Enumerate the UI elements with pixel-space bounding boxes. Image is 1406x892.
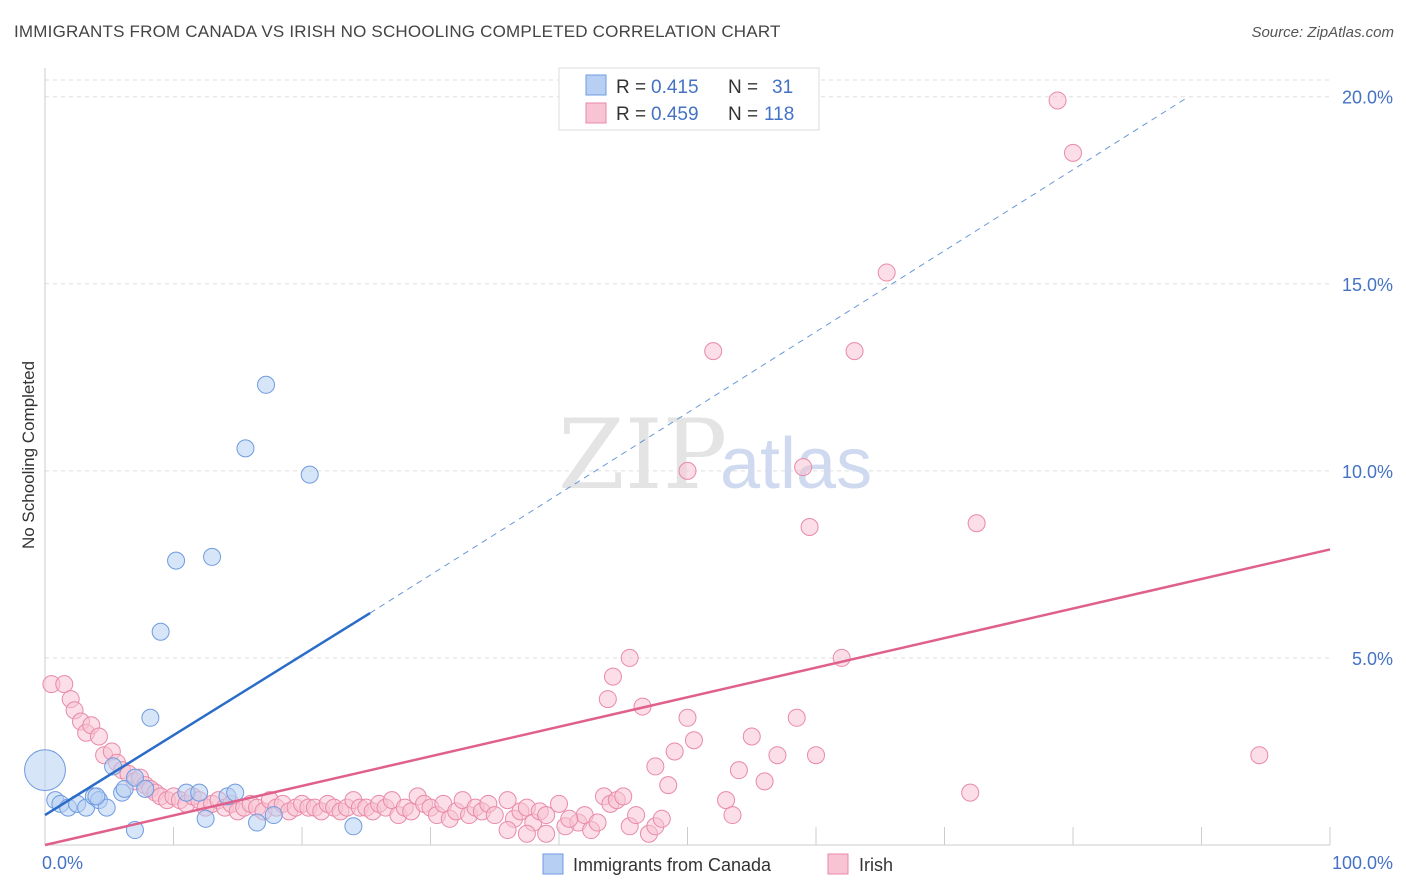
irish-point (485, 806, 504, 825)
source-label: Source: ZipAtlas.com (1251, 24, 1394, 41)
irish-point (1250, 746, 1269, 765)
chart-title: IMMIGRANTS FROM CANADA VS IRISH NO SCHOO… (14, 22, 781, 41)
irish-point (55, 675, 74, 694)
grid-lines (45, 79, 1330, 659)
irish-point (961, 783, 980, 802)
canada-point (24, 749, 66, 792)
irish-point (550, 794, 568, 813)
axes (44, 68, 1331, 846)
canada-points (24, 375, 363, 840)
irish-point (560, 809, 579, 828)
canada-point (141, 708, 160, 727)
x-tick-label: 100.0% (1332, 853, 1393, 873)
trend-lines (44, 96, 1331, 847)
canada-point (257, 375, 276, 394)
irish-point (627, 806, 646, 825)
irish-point (807, 746, 825, 765)
irish-point (729, 761, 748, 780)
irish-point (89, 727, 108, 746)
legend-r-value: 0.459 (651, 104, 699, 125)
canada-point (136, 779, 155, 798)
irish-trend-line (44, 548, 1331, 847)
irish-point (742, 727, 761, 746)
irish-point (845, 342, 864, 361)
legend-swatch-canada (585, 74, 607, 96)
canada-point (226, 783, 245, 802)
legend-n-label: N = (728, 104, 758, 125)
legend-n-value: 31 (772, 77, 793, 98)
irish-point (537, 806, 556, 825)
x-tick-label: 0.0% (42, 853, 83, 873)
bottom-legend-swatch-canada (542, 853, 564, 875)
canada-point (264, 806, 283, 825)
canada-point (190, 783, 209, 802)
y-tick-label: 5.0% (1352, 649, 1393, 669)
canada-point (97, 798, 116, 817)
legend-r-value: 0.415 (651, 77, 699, 98)
irish-point (614, 787, 633, 806)
irish-point (678, 461, 697, 480)
irish-point (620, 648, 639, 667)
legend-r-label: R = (616, 104, 646, 125)
bottom-legend-swatch-irish (827, 853, 849, 875)
y-tick-label: 20.0% (1342, 88, 1393, 108)
irish-point (498, 791, 517, 810)
irish-point (800, 517, 819, 536)
irish-point (659, 776, 678, 795)
canada-trend-line (44, 611, 371, 817)
irish-point (787, 708, 806, 727)
legend-swatch-irish (585, 102, 607, 124)
canada-point (236, 439, 255, 458)
irish-point (588, 813, 607, 832)
irish-point (684, 731, 703, 750)
canada-point (167, 551, 186, 570)
canada-point (87, 787, 106, 806)
irish-point (723, 806, 742, 825)
watermark: ZIP atlas (558, 399, 872, 511)
canada-trend-extension (369, 96, 1189, 614)
irish-point (967, 514, 986, 533)
y-tick-label: 15.0% (1342, 275, 1393, 295)
bottom-legend: Immigrants from Canada Irish (542, 853, 893, 875)
watermark-zip: ZIP (558, 399, 727, 511)
irish-point (717, 791, 736, 810)
canada-point (125, 768, 144, 787)
irish-point (498, 821, 517, 840)
irish-point (755, 772, 774, 791)
legend-n-value: 118 (764, 104, 794, 125)
irish-point (877, 263, 896, 282)
legend-n-label: N = (728, 77, 758, 98)
legend-r-label: R = (616, 77, 646, 98)
canada-point (344, 817, 363, 836)
bottom-legend-label-canada: Immigrants from Canada (573, 855, 772, 875)
canada-point (196, 809, 215, 828)
y-axis-label: No Schooling Completed (19, 361, 38, 549)
bottom-legend-label-irish: Irish (859, 855, 893, 875)
irish-point (603, 667, 622, 686)
canada-point (203, 547, 222, 566)
irish-point (1064, 143, 1082, 162)
irish-point (537, 824, 556, 843)
irish-point (1048, 91, 1067, 110)
irish-point (646, 757, 665, 776)
irish-point (794, 458, 813, 477)
irish-point (678, 708, 697, 727)
irish-points (42, 91, 1269, 843)
irish-point (517, 824, 536, 843)
y-tick-label: 10.0% (1342, 462, 1393, 482)
canada-point (151, 622, 170, 641)
canada-point (248, 813, 267, 832)
tick-labels: 5.0% 10.0% 15.0% 20.0% 0.0% 100.0% (42, 88, 1393, 873)
irish-point (665, 742, 684, 761)
canada-point (300, 465, 319, 484)
irish-point (768, 746, 787, 765)
irish-point (704, 342, 723, 361)
irish-point (598, 690, 617, 709)
canada-point (115, 779, 134, 798)
top-legend: R = 0.415 N = 31 R = 0.459 N = 118 (558, 67, 820, 131)
irish-point (652, 809, 671, 828)
